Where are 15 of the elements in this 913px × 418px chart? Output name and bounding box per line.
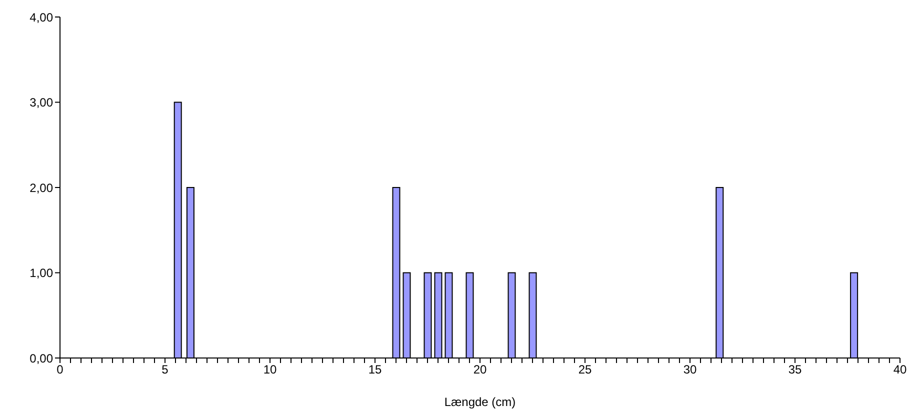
y-tick-label: 1,00 [30,266,54,280]
y-tick-label: 4,00 [30,10,54,24]
x-tick-label: 35 [788,362,802,377]
y-tick-label: 2,00 [30,180,54,195]
x-tick-label: 5 [162,362,169,377]
x-tick-label: 25 [578,362,592,377]
x-axis-title: Længde (cm) [444,395,516,409]
y-tick-label: 3,00 [30,96,54,110]
x-tick-label: 15 [368,362,382,377]
x-tick-label: 20 [473,362,487,377]
x-tick-label: 10 [263,362,277,377]
x-tick-label: 40 [893,362,907,377]
y-tick-label: 0,00 [30,351,54,366]
x-tick-label: 0 [56,362,64,377]
x-tick-label: 30 [683,362,697,377]
